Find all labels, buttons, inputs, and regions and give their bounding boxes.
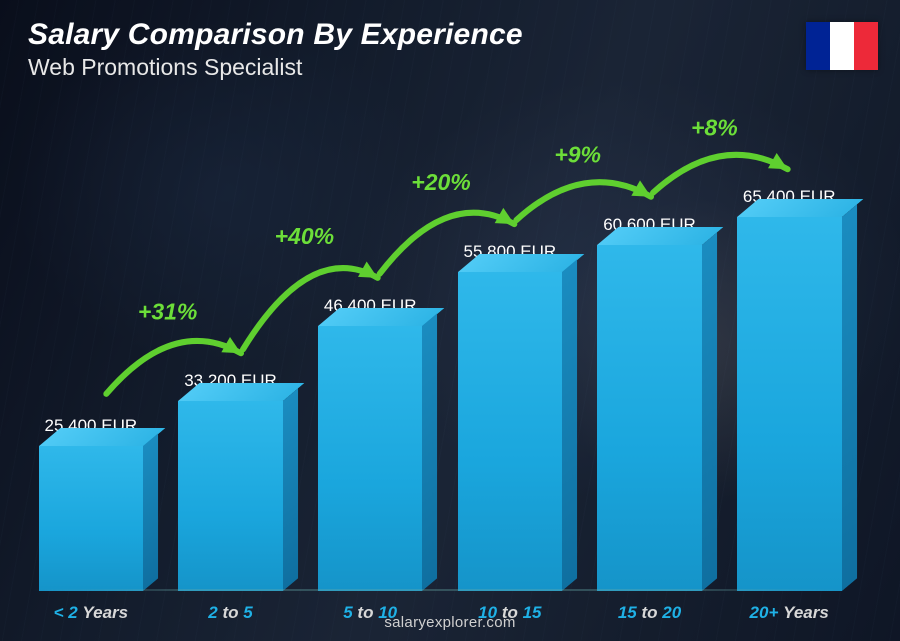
bar-front-face — [318, 326, 423, 591]
bar — [597, 245, 702, 591]
bar-front-face — [458, 272, 563, 591]
chart-column: 65,400 EUR20+ Years — [728, 187, 850, 591]
chart-column: 46,400 EUR5 to 10 — [309, 296, 431, 591]
bar — [458, 272, 563, 591]
bar-side-face — [842, 205, 857, 591]
chart-column: 25,400 EUR< 2 Years — [30, 416, 152, 591]
chart-column: 33,200 EUR2 to 5 — [170, 371, 292, 591]
flag-france — [806, 22, 878, 70]
chart-title: Salary Comparison By Experience — [28, 18, 523, 52]
flag-stripe — [854, 22, 878, 70]
bar-front-face — [39, 446, 144, 591]
bar-side-face — [422, 313, 437, 591]
chart-column: 60,600 EUR15 to 20 — [589, 215, 711, 591]
bar-chart: 25,400 EUR< 2 Years33,200 EUR2 to 546,40… — [30, 111, 850, 591]
bar-side-face — [702, 232, 717, 591]
bar — [737, 217, 842, 591]
bar-front-face — [737, 217, 842, 591]
header: Salary Comparison By Experience Web Prom… — [28, 18, 523, 81]
flag-stripe — [806, 22, 830, 70]
chart-column: 55,800 EUR10 to 15 — [449, 242, 571, 591]
bar-side-face — [143, 433, 158, 591]
bar-front-face — [597, 245, 702, 591]
bar-side-face — [562, 260, 577, 591]
footer-attribution: salaryexplorer.com — [0, 614, 900, 631]
flag-stripe — [830, 22, 854, 70]
bar-side-face — [283, 389, 298, 591]
bar-front-face — [178, 401, 283, 591]
bar — [39, 446, 144, 591]
bar — [178, 401, 283, 591]
chart-subtitle: Web Promotions Specialist — [28, 54, 523, 81]
chart-baseline — [30, 589, 850, 591]
bar — [318, 326, 423, 591]
